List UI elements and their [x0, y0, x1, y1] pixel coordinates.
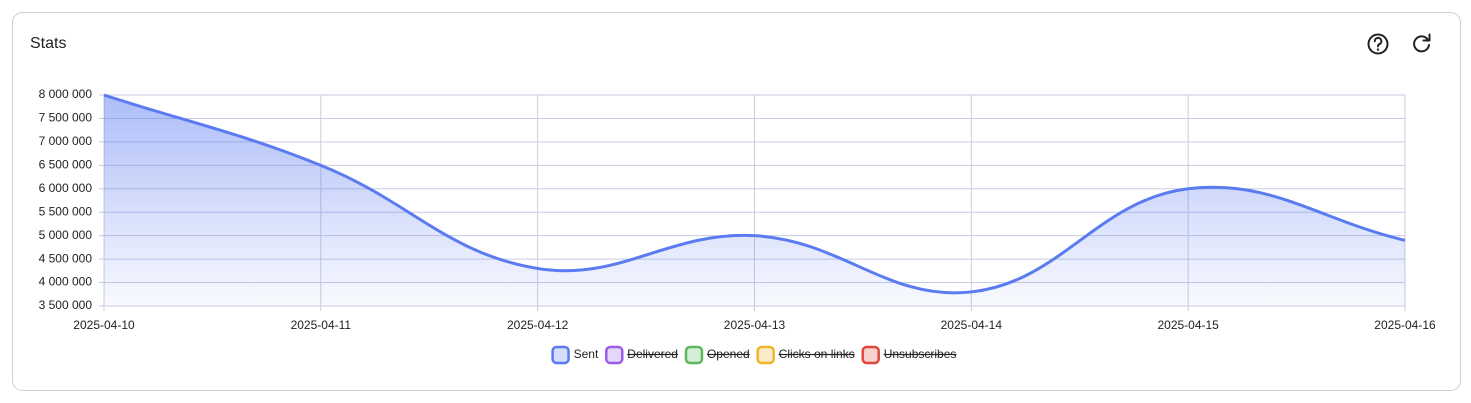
legend-item[interactable]: Clicks on links — [756, 345, 855, 365]
legend-item[interactable]: Sent — [551, 345, 599, 365]
x-tick-label: 2025-04-15 — [1157, 318, 1219, 332]
x-tick-label: 2025-04-10 — [73, 318, 135, 332]
legend-swatch — [551, 345, 570, 365]
y-tick-label: 7 000 000 — [39, 134, 93, 148]
legend-swatch — [684, 345, 704, 365]
x-tick-label: 2025-04-11 — [291, 318, 352, 332]
chart-title: Stats — [30, 35, 66, 52]
legend-label: Clicks on links — [779, 347, 855, 361]
help-icon[interactable] — [1367, 33, 1389, 55]
y-tick-label: 6 500 000 — [39, 158, 93, 172]
y-tick-label: 8 000 000 — [39, 87, 93, 101]
area — [104, 95, 1405, 306]
legend-label: Unsubscribes — [884, 347, 957, 361]
legend-label: Sent — [574, 347, 599, 361]
y-tick-label: 5 000 000 — [39, 228, 93, 242]
y-tick-label: 4 000 000 — [39, 275, 93, 289]
y-tick-label: 6 000 000 — [39, 181, 93, 195]
legend-item[interactable]: Opened — [684, 345, 750, 365]
y-tick-label: 5 500 000 — [39, 204, 93, 218]
y-tick-label: 3 500 000 — [39, 298, 93, 312]
y-tick-label: 7 500 000 — [39, 111, 93, 125]
x-tick-label: 2025-04-12 — [507, 318, 569, 332]
refresh-icon[interactable] — [1413, 33, 1431, 53]
legend-label: Opened — [707, 347, 750, 361]
y-tick-label: 4 500 000 — [39, 251, 93, 265]
x-tick-label: 2025-04-13 — [724, 318, 786, 332]
legend: Sent Delivered Opened Clicks on links Unsubs… — [551, 345, 957, 365]
legend-swatch — [605, 345, 624, 365]
legend-label: Delivered — [627, 347, 678, 361]
legend-swatch — [861, 345, 880, 365]
legend-item[interactable]: Unsubscribes — [861, 345, 957, 365]
legend-item[interactable]: Delivered — [605, 345, 678, 365]
line — [103, 93, 1406, 295]
x-tick-label: 2025-04-14 — [941, 318, 1003, 332]
x-tick-label: 2025-04-16 — [1374, 318, 1436, 332]
legend-swatch — [756, 345, 775, 365]
